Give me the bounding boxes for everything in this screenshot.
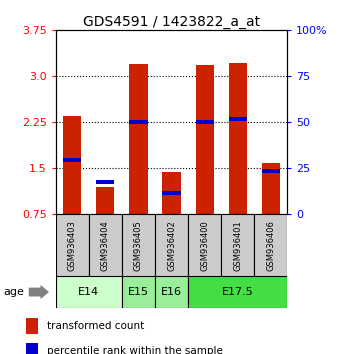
- Bar: [63, 116, 81, 214]
- Bar: [89, 214, 122, 276]
- Text: E15: E15: [128, 287, 149, 297]
- Bar: [26, 318, 38, 334]
- Text: GSM936400: GSM936400: [200, 220, 209, 270]
- Bar: [96, 187, 115, 214]
- Bar: [163, 172, 180, 214]
- Bar: [254, 214, 287, 276]
- Text: GSM936402: GSM936402: [167, 220, 176, 270]
- Bar: [188, 214, 221, 276]
- Bar: [195, 120, 214, 124]
- Bar: [163, 190, 180, 195]
- Text: transformed count: transformed count: [47, 321, 145, 331]
- Bar: [228, 63, 247, 214]
- Bar: [262, 163, 280, 214]
- Bar: [188, 276, 287, 308]
- Bar: [96, 180, 115, 184]
- Text: GSM936401: GSM936401: [233, 220, 242, 270]
- Bar: [155, 276, 188, 308]
- Bar: [129, 64, 148, 214]
- Bar: [228, 117, 247, 121]
- Bar: [262, 169, 280, 173]
- Bar: [122, 214, 155, 276]
- Text: age: age: [3, 287, 24, 297]
- Text: GSM936406: GSM936406: [266, 220, 275, 270]
- Text: GSM936403: GSM936403: [68, 220, 77, 270]
- Text: GSM936405: GSM936405: [134, 220, 143, 270]
- Bar: [195, 65, 214, 214]
- Bar: [63, 158, 81, 162]
- Bar: [155, 214, 188, 276]
- Bar: [129, 120, 148, 124]
- Bar: [221, 214, 254, 276]
- Text: E16: E16: [161, 287, 182, 297]
- Text: E14: E14: [78, 287, 99, 297]
- Bar: [26, 343, 38, 354]
- Text: E17.5: E17.5: [222, 287, 254, 297]
- Title: GDS4591 / 1423822_a_at: GDS4591 / 1423822_a_at: [83, 15, 260, 29]
- Bar: [56, 276, 122, 308]
- Bar: [56, 214, 89, 276]
- Text: GSM936404: GSM936404: [101, 220, 110, 270]
- Bar: [122, 276, 155, 308]
- Text: percentile rank within the sample: percentile rank within the sample: [47, 346, 223, 354]
